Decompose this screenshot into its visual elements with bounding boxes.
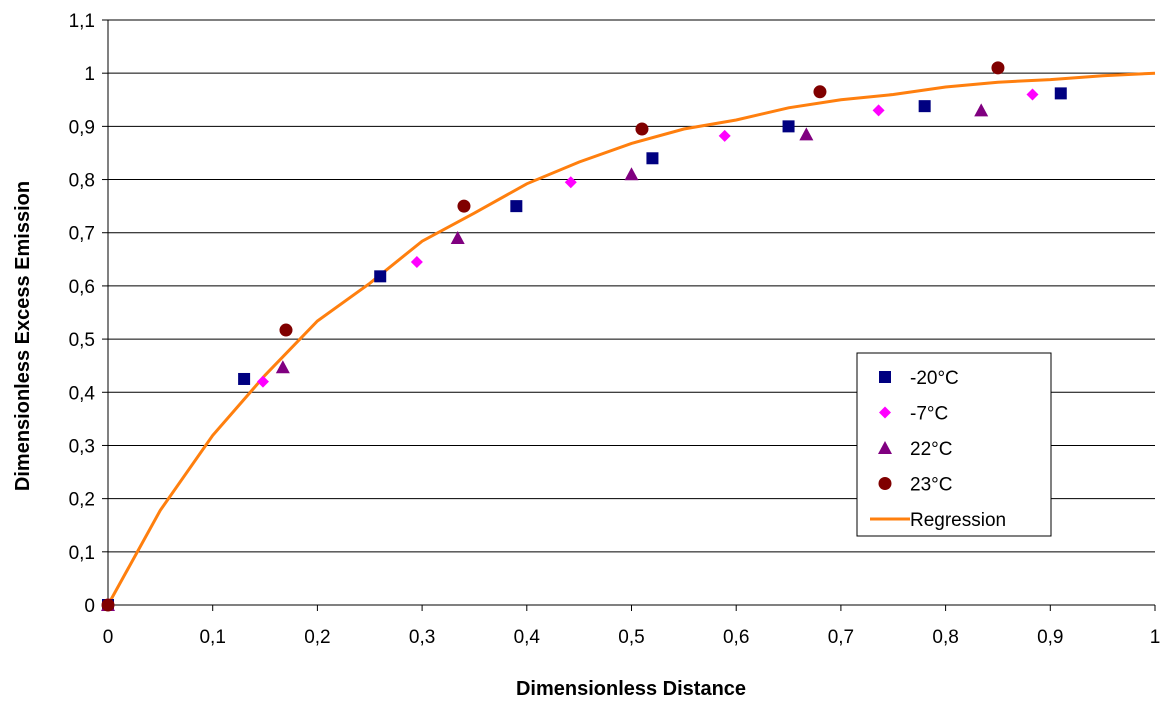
data-point-23c — [813, 85, 827, 99]
x-tick-label: 0 — [103, 627, 114, 648]
y-tick-label: 0,3 — [69, 436, 95, 457]
data-point-23c — [991, 61, 1005, 75]
y-tick-label: 0 — [84, 596, 95, 617]
legend-label: -20°C — [910, 368, 959, 389]
data-point-22c — [624, 167, 639, 181]
x-tick-label: 0,2 — [304, 627, 330, 648]
legend-box — [856, 352, 1052, 537]
legend-marker-symbol — [879, 371, 891, 383]
y-tick-label: 0,5 — [69, 330, 95, 351]
legend-marker-symbol — [878, 477, 892, 490]
regression-line-layer — [106, 71, 1156, 606]
data-point-7c — [256, 375, 269, 388]
x-tick-label: 1 — [1150, 627, 1161, 648]
x-tick-label: 0,6 — [723, 627, 749, 648]
x-tick-label: 0,3 — [409, 627, 435, 648]
y-tick-label: 0,2 — [69, 490, 95, 511]
data-point-20c — [782, 120, 795, 133]
legend-label: 22°C — [910, 439, 952, 460]
data-point-7c — [1026, 88, 1039, 101]
x-tick-label: 0,1 — [199, 627, 225, 648]
data-point-23c — [101, 598, 115, 612]
regression-line — [106, 71, 1156, 606]
y-tick-label: 1,1 — [69, 11, 95, 32]
legend-label: 23°C — [910, 475, 952, 496]
data-point-7c — [410, 255, 423, 268]
legend-items: -20°C -7°C 22°C 23°C Regression — [870, 368, 1006, 531]
data-point-7c — [564, 176, 577, 189]
data-point-23c — [457, 199, 471, 213]
x-tick-label: 0,4 — [514, 627, 541, 648]
legend-label: Regression — [910, 510, 1006, 531]
data-point-22c — [275, 360, 290, 374]
data-point-22c — [974, 103, 989, 117]
legend-marker-symbol — [879, 406, 891, 419]
x-tick-labels: 0 0,1 0,2 0,3 0,4 0,5 0,6 0,7 0,8 0,9 1 — [103, 627, 1161, 648]
x-tick-label: 0,9 — [1037, 627, 1063, 648]
y-tick-label: 0,7 — [69, 224, 95, 245]
data-point-20c — [646, 152, 659, 165]
y-tick-label: 0,4 — [69, 383, 96, 404]
data-point-20c — [374, 270, 387, 283]
y-tick-label: 0,8 — [69, 171, 95, 192]
data-point-7c — [872, 104, 885, 117]
y-tick-label: 0,6 — [69, 277, 95, 298]
data-point-20c — [510, 200, 523, 213]
data-markers — [101, 61, 1067, 612]
data-point-22c — [799, 127, 814, 141]
x-axis-title: Dimensionless Distance — [516, 678, 746, 700]
y-tick-labels: 0 0,1 0,2 0,3 0,4 0,5 0,6 0,7 0,8 0,9 1 1,1 — [69, 11, 96, 617]
data-point-20c — [1054, 87, 1067, 100]
data-point-20c — [918, 100, 931, 113]
data-point-20c — [238, 372, 251, 385]
x-tick-label: 0,7 — [828, 627, 854, 648]
y-tick-label: 1 — [84, 64, 95, 85]
data-point-23c — [635, 122, 649, 136]
y-tick-label: 0,1 — [69, 543, 95, 564]
y-tick-label: 0,9 — [69, 117, 95, 138]
x-tick-label: 0,5 — [618, 627, 644, 648]
legend: -20°C -7°C 22°C 23°C Regression — [856, 352, 1052, 537]
data-point-23c — [279, 323, 293, 337]
y-axis-title: Dimensionless Excess Emission — [12, 181, 34, 491]
gridlines — [108, 19, 1155, 553]
data-point-22c — [450, 231, 465, 245]
x-tick-label: 0,8 — [932, 627, 958, 648]
legend-label: -7°C — [910, 404, 948, 425]
data-point-7c — [718, 129, 731, 142]
legend-marker-symbol — [878, 441, 892, 454]
